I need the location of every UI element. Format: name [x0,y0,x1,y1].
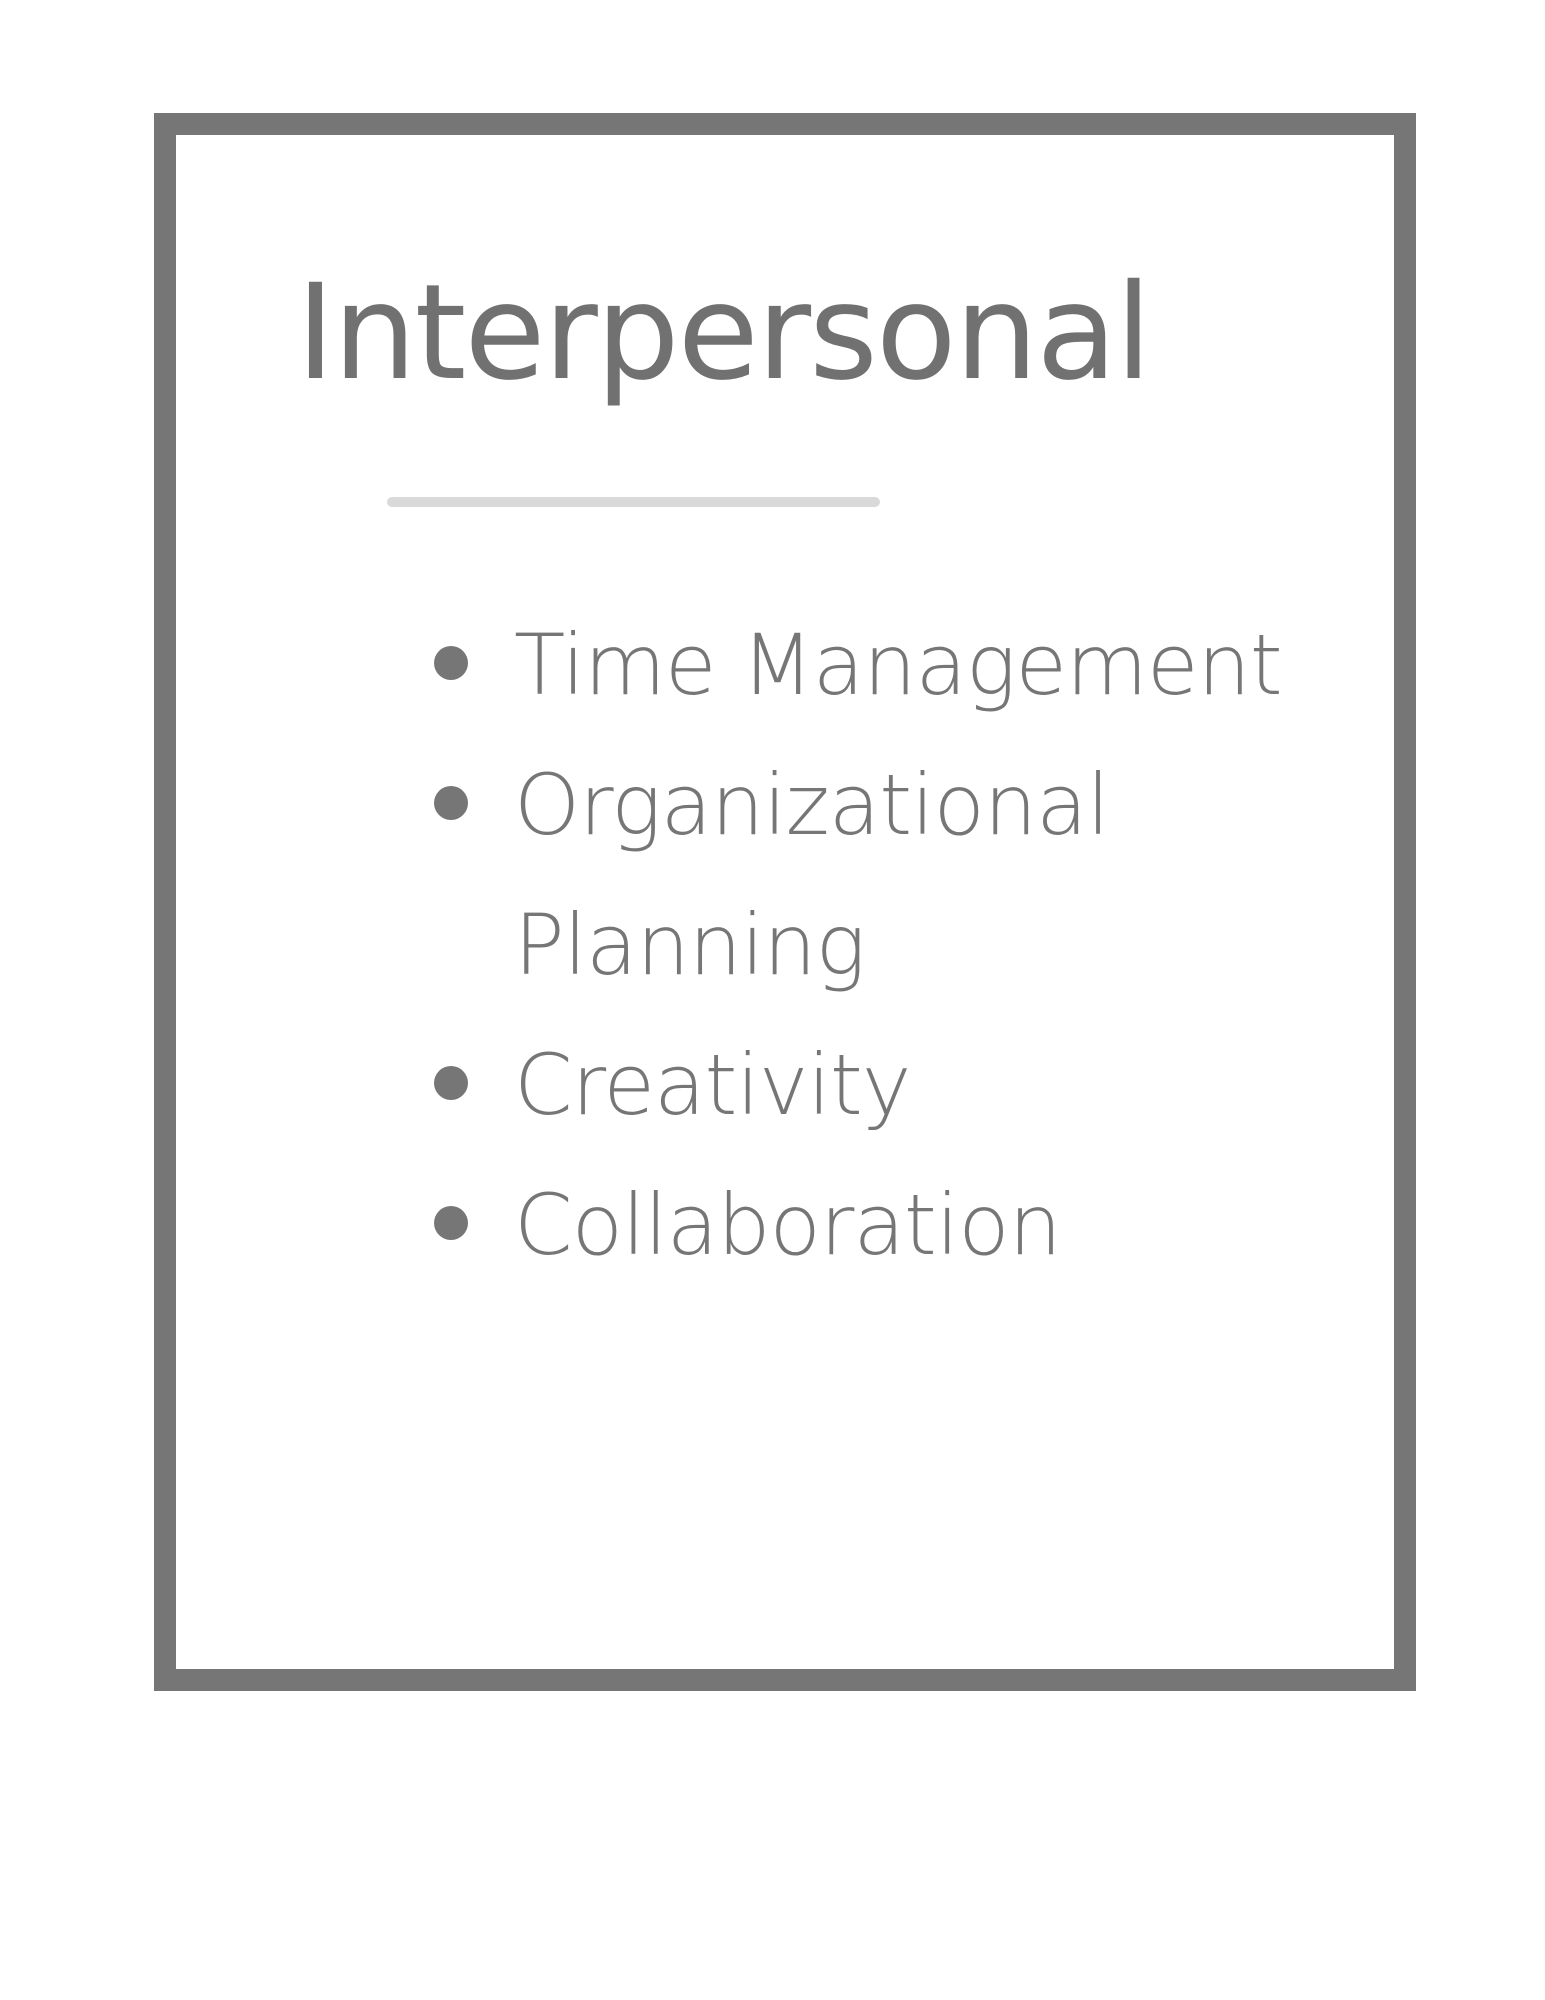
card-title: Interpersonal [296,256,1152,410]
skill-label: Collaboration [514,1176,1062,1274]
bullet-icon [434,786,468,820]
list-item: Creativity [434,1015,1294,1155]
skill-label: Creativity [514,1036,911,1134]
list-item: Collaboration [434,1155,1294,1295]
bullet-icon [434,1066,468,1100]
bullet-icon [434,646,468,680]
title-divider [387,497,880,507]
skill-list: Time Management Organizational Planning … [434,595,1294,1295]
list-item: Organizational Planning [434,735,1294,1015]
list-item: Time Management [434,595,1294,735]
skill-label: Time Management [514,616,1283,714]
card-frame: Interpersonal Time Management Organizati… [154,113,1416,1691]
bullet-icon [434,1206,468,1240]
skill-label: Organizational Planning [514,756,1110,994]
